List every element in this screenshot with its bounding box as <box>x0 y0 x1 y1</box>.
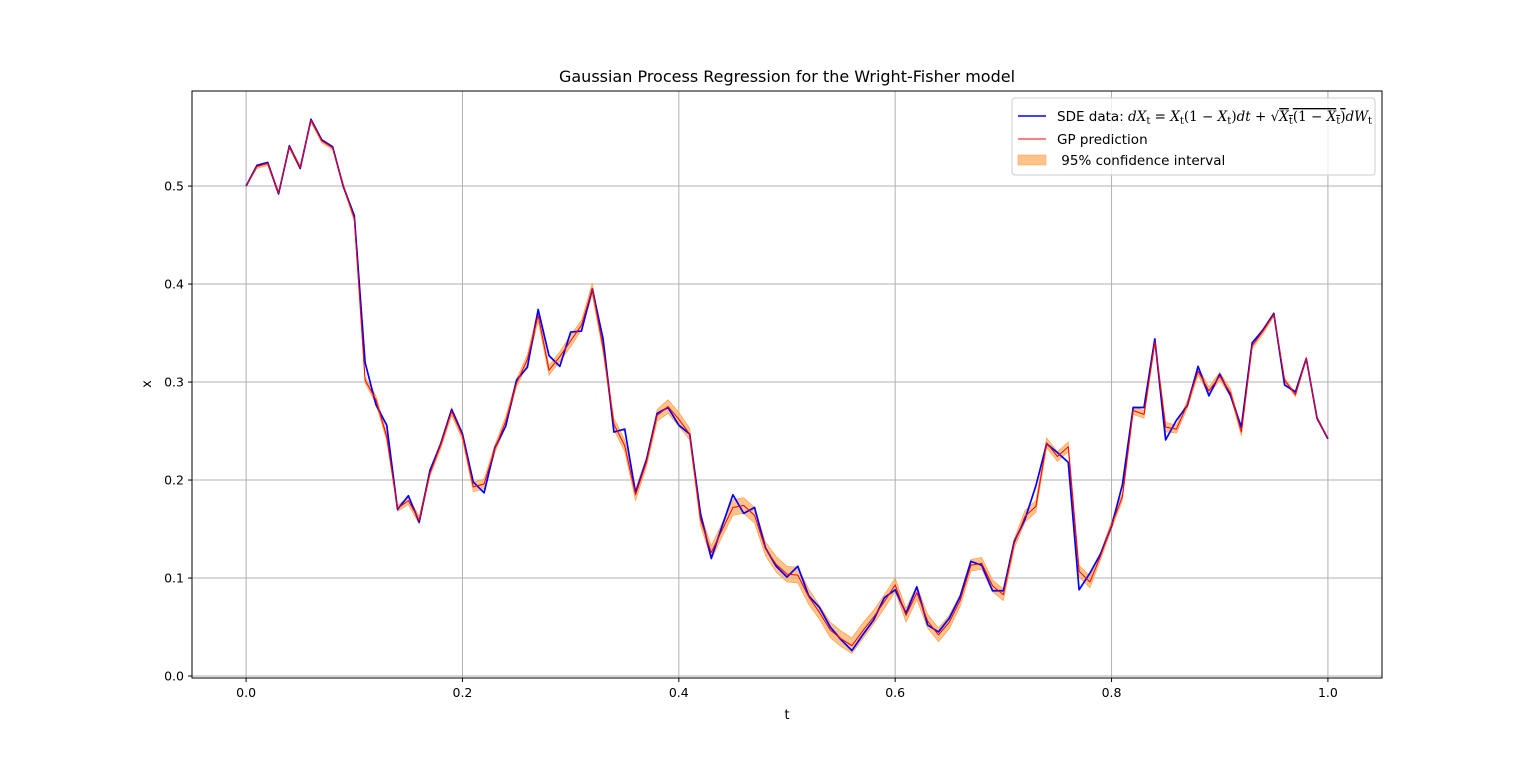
y-tick-label: 0.0 <box>164 669 184 684</box>
y-axis-label: x <box>140 380 155 388</box>
tick-layer: 0.0 0.2 0.4 0.6 0.8 1.0 0.0 0.1 0.2 0.3 0.4 0.5 <box>164 179 1338 700</box>
legend-swatch-confidence-interval <box>1017 154 1047 166</box>
y-tick-label: 0.2 <box>164 473 184 488</box>
y-tick-label: 0.4 <box>164 277 184 292</box>
x-tick-label: 0.8 <box>1102 685 1122 700</box>
y-tick-label: 0.3 <box>164 375 184 390</box>
plot-frame <box>191 90 1383 679</box>
gp-prediction-line <box>245 119 1329 647</box>
legend-label-confidence-interval: 95% confidence interval <box>1057 153 1225 169</box>
legend-box <box>1011 97 1376 176</box>
x-axis-label: t <box>784 708 789 723</box>
x-tick-label: 0.2 <box>453 685 473 700</box>
x-tick-label: 0.0 <box>236 685 256 700</box>
legend-label-gp-prediction: GP prediction <box>1057 132 1148 148</box>
y-tick-label: 0.5 <box>164 179 184 194</box>
legend-label-sde-data-prefix: SDE data: <box>1057 109 1128 125</box>
y-tick-label: 0.1 <box>164 571 184 586</box>
grid-layer <box>192 91 1382 678</box>
chart-title: Gaussian Process Regression for the Wrig… <box>559 67 1015 86</box>
legend: SDE data: dXt = Xt(1 − Xt)dt + √Xt(1 − X… <box>1011 97 1376 176</box>
x-tick-label: 1.0 <box>1318 685 1338 700</box>
series-line-layer <box>245 118 1329 652</box>
x-tick-label: 0.6 <box>885 685 905 700</box>
legend-label-sde-data: SDE data: dXt = Xt(1 − Xt)dt + √Xt(1 − X… <box>1057 109 1372 127</box>
x-tick-label: 0.4 <box>669 685 689 700</box>
